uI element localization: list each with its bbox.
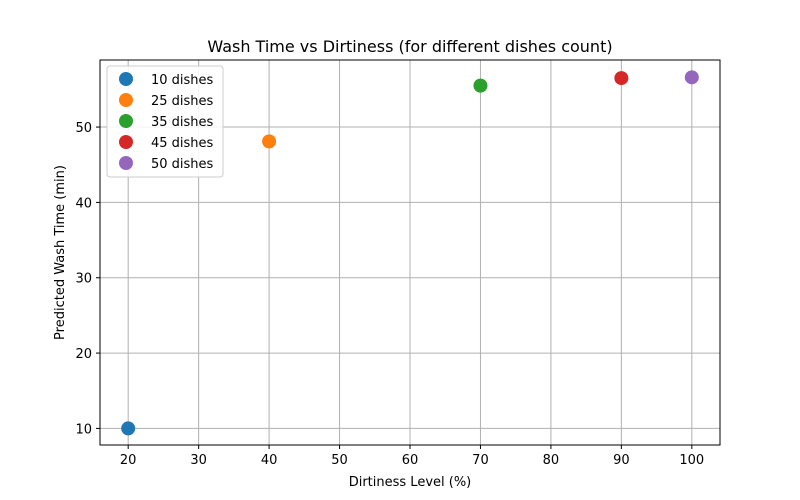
y-axis-ticks: 10 20 30 40 50 <box>75 121 100 437</box>
x-axis-label: Dirtiness Level (%) <box>349 475 472 490</box>
legend-marker <box>119 156 133 170</box>
data-point <box>121 421 136 436</box>
grid-lines <box>100 60 720 445</box>
x-tick-label: 30 <box>190 453 207 468</box>
x-tick-label: 40 <box>261 453 278 468</box>
legend-marker <box>119 135 133 149</box>
y-tick-label: 50 <box>75 121 92 136</box>
y-axis-label: Predicted Wash Time (min) <box>53 165 68 340</box>
x-tick-label: 100 <box>679 453 704 468</box>
x-tick-label: 20 <box>120 453 137 468</box>
legend-label: 10 dishes <box>151 73 214 88</box>
data-point <box>473 78 488 93</box>
data-point <box>614 71 629 86</box>
y-tick-label: 30 <box>75 272 92 287</box>
x-tick-label: 80 <box>543 453 560 468</box>
data-point <box>262 134 277 149</box>
x-tick-label: 70 <box>472 453 489 468</box>
data-points <box>121 70 699 436</box>
y-tick-label: 20 <box>75 347 92 362</box>
legend-marker <box>119 93 133 107</box>
chart-title: Wash Time vs Dirtiness (for different di… <box>207 37 612 56</box>
legend: 10 dishes 25 dishes 35 dishes 45 dishes 50 d… <box>106 65 224 178</box>
legend-marker <box>119 72 133 86</box>
legend-marker <box>119 114 133 128</box>
legend-label: 25 dishes <box>151 94 214 109</box>
x-tick-label: 90 <box>613 453 630 468</box>
legend-label: 35 dishes <box>151 115 214 130</box>
y-tick-label: 10 <box>75 422 92 437</box>
legend-box <box>106 65 224 178</box>
x-tick-label: 50 <box>331 453 348 468</box>
legend-label: 50 dishes <box>151 157 214 172</box>
y-tick-label: 40 <box>75 196 92 211</box>
x-tick-label: 60 <box>402 453 419 468</box>
legend-label: 45 dishes <box>151 136 214 151</box>
data-point <box>684 70 699 85</box>
x-axis-ticks: 20 30 40 50 60 70 80 90 100 <box>120 445 704 468</box>
